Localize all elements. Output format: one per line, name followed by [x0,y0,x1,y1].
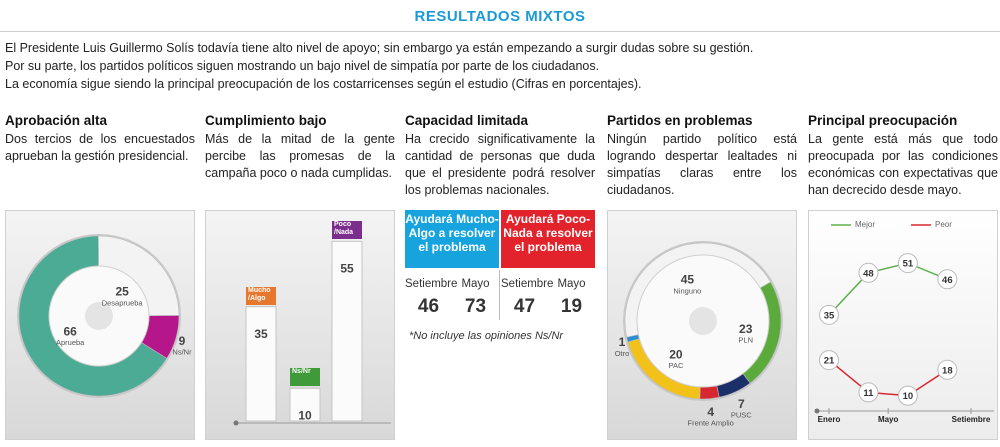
chart-box: Ayudará Mucho-Algo a resolver el problem… [405,210,595,440]
series-line [828,359,948,397]
slice-value: 9 [179,334,186,348]
slice-value: 4 [707,405,714,419]
slice-label: PUSC [731,411,752,420]
point [858,382,879,403]
slice-value: 25 [115,285,129,299]
point-value: 21 [824,356,835,367]
point-value: 46 [942,275,953,286]
point-value: 10 [903,391,914,402]
column-label: Setiembre [405,278,458,290]
panel-title: Aprobación alta [5,113,108,128]
pie-slice [699,385,720,400]
table-note: *No incluye las opiniones Ns/Nr [409,330,564,342]
x-tick-label: Mayo [878,415,899,424]
axis-dot [814,408,820,414]
slice-label: PLN [738,336,753,345]
chart: 35 10 55 [233,240,391,426]
bar [245,306,277,422]
x-tick-label: Setiembre [952,415,991,424]
panel-title: Cumplimiento bajo [205,113,327,128]
group-header: Ayudará Poco-Nada a resolver el problema [501,210,595,268]
bar-category: Mucho /Algo [246,286,276,305]
chart-box: 35 10 55 Mucho /Algo Ns/Nr Poco /Nada [205,210,395,440]
column-label: Setiembre [501,278,554,290]
point-value: 18 [942,365,953,376]
slice-value: 23 [739,322,753,336]
intro-line: El Presidente Luis Guillermo Solís todav… [5,41,754,55]
cell-value: 73 [464,296,487,317]
group-header: Ayudará Mucho-Algo a resolver el problem… [405,210,499,268]
pie-center [689,307,717,335]
panel-title: Capacidad limitada [405,113,529,128]
slice-label: Frente Amplio [688,419,734,428]
baseline-dot [233,420,239,426]
point [897,385,918,406]
x-tick-label: Enero [818,415,841,424]
slice-label: Desaprueba [102,298,144,307]
point [858,262,879,283]
chart-box: Enero Mayo Setiembre Mejor Peor 35 48 51 46 21 11 1… [808,210,998,440]
panel-text: Ningún partido político está logrando de… [607,132,797,197]
slice-value: 66 [64,324,78,338]
slice-value: 7 [738,397,745,411]
chart: Enero Mayo Setiembre Mejor Peor 35 48 51 46 21 11 1… [814,220,994,424]
point-value: 35 [824,310,835,321]
legend-label: Peor [935,220,952,229]
legend-label: Mejor [855,220,875,229]
point-value: 51 [903,259,914,270]
panel-title: Principal preocupación [808,113,958,128]
chart-box: 45 Ninguno 23 PLN 7 PUSC 4 Frente Amplio 20 PAC 1 O… [607,210,797,440]
point-value: 11 [863,388,874,399]
bar-value: 10 [298,409,312,423]
pie-center [85,302,113,330]
slice-label: PAC [669,361,684,370]
group-divider [499,270,500,320]
panel-text: Ha crecido significativamente la cantida… [405,132,595,197]
bar-category: Ns/Nr [290,368,320,387]
panel-text: La gente está más que todo preocupada po… [808,132,998,197]
slice-label: Aprueba [56,338,85,347]
point [819,350,839,371]
cell-value: 46 [417,296,440,317]
series-line [828,262,948,316]
cell-value: 19 [560,296,583,317]
cell-value: 47 [513,296,536,317]
bar-value: 35 [254,327,268,341]
point [937,359,958,380]
point-value: 48 [863,268,874,279]
slice-value: 45 [681,273,695,287]
slice-label: Ns/Nr [172,348,192,357]
slice-label: Otro [615,349,630,358]
panel-text: Dos tercios de los encuestados aprueban … [5,132,195,163]
slice-label: Ninguno [673,286,701,295]
slice-value: 1 [619,335,626,349]
title-rule [0,31,1000,32]
intro-line: Por su parte, los partidos políticos sig… [5,59,600,73]
panel-text: Más de la mitad de la gente percibe las … [205,132,395,180]
slice-value: 20 [669,347,683,361]
panel-title: Partidos en problemas [607,113,753,128]
bar-value: 55 [340,262,354,276]
bar [331,240,363,422]
column-label: Mayo [557,278,586,290]
point [819,304,839,325]
chart-box: 66 Aprueba 25 Desaprueba 9 Ns/Nr [5,210,195,440]
main-title: RESULTADOS MIXTOS [414,8,586,25]
point [897,253,918,274]
point [937,269,958,290]
intro-line: La economía sigue siendo la principal pr… [5,77,642,91]
column-label: Mayo [461,278,490,290]
bar [289,387,321,422]
bar-category: Poco /Nada [332,221,362,240]
